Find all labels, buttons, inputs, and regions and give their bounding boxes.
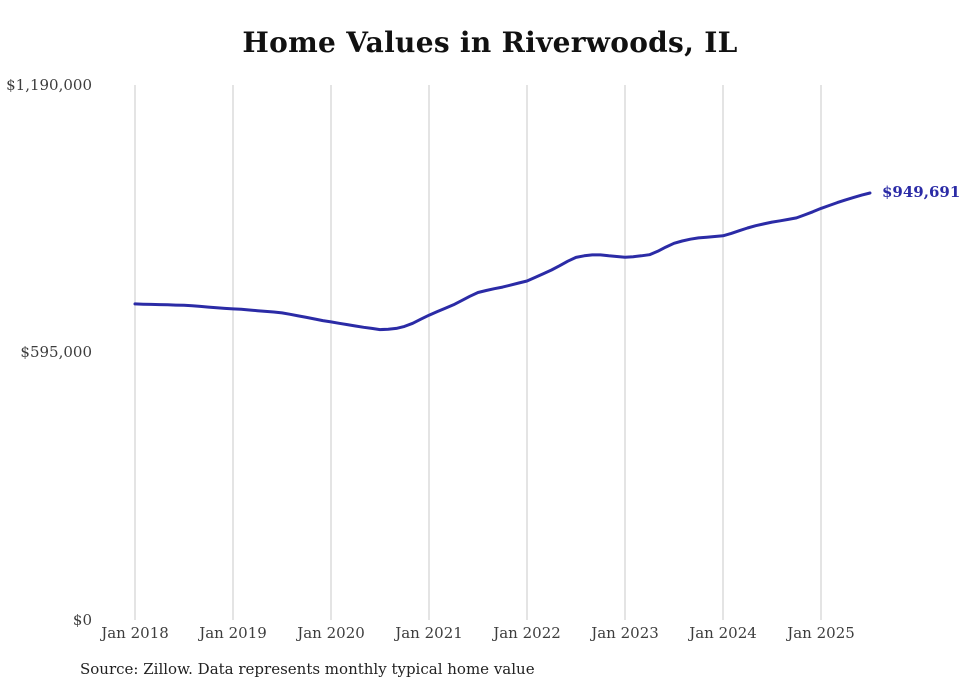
latest-value-label: $949,691 xyxy=(882,183,961,202)
chart-title: Home Values in Riverwoods, IL xyxy=(242,26,738,59)
x-axis-label: Jan 2022 xyxy=(493,624,561,642)
x-axis-label: Jan 2025 xyxy=(787,624,855,642)
x-axis-label: Jan 2018 xyxy=(101,624,169,642)
source-note: Source: Zillow. Data represents monthly … xyxy=(80,660,535,678)
x-axis-label: Jan 2021 xyxy=(395,624,463,642)
x-axis-label: Jan 2024 xyxy=(689,624,757,642)
y-axis-label-mid: $595,000 xyxy=(20,343,92,361)
x-axis-label: Jan 2019 xyxy=(199,624,267,642)
y-axis-label-min: $0 xyxy=(72,611,92,629)
x-axis-label: Jan 2023 xyxy=(591,624,659,642)
value-line xyxy=(133,191,872,332)
x-axis-label: Jan 2020 xyxy=(297,624,365,642)
y-axis-label-max: $1,190,000 xyxy=(6,76,92,94)
